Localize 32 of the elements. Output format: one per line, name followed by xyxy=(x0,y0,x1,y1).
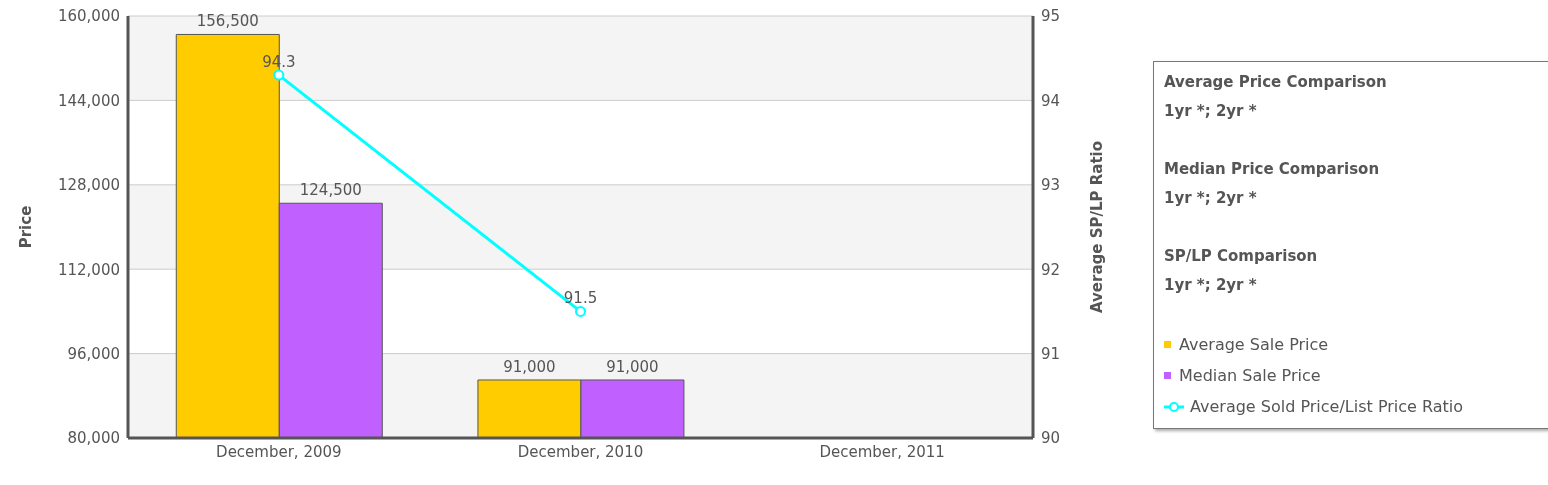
legend-label: Average Sale Price xyxy=(1179,334,1329,356)
legend-label: Average Sold Price/List Price Ratio xyxy=(1190,396,1464,418)
y-tick-label: 112,000 xyxy=(57,260,120,279)
data-label: 91,000 xyxy=(606,357,659,376)
data-label: 91,000 xyxy=(503,357,556,376)
y-axis-title: Price xyxy=(17,205,36,249)
data-label: 124,500 xyxy=(299,181,362,200)
legend-label: Median Sale Price xyxy=(1179,365,1321,387)
y2-tick-label: 92 xyxy=(1041,260,1061,279)
y-tick-label: 96,000 xyxy=(67,344,120,363)
y2-tick-label: 91 xyxy=(1041,344,1061,363)
text: Average Price Comparison xyxy=(1164,72,1388,93)
x-tick-label: December, 2010 xyxy=(517,442,644,461)
data-label: 156,500 xyxy=(196,12,259,31)
y-tick-label: 80,000 xyxy=(67,429,120,448)
data-label: 94.3 xyxy=(262,53,296,72)
y2-tick-label: 94 xyxy=(1041,91,1061,110)
y2-tick-label: 90 xyxy=(1041,429,1061,448)
text: SP/LP Comparison xyxy=(1164,246,1319,267)
y2-axis-title: Average SP/LP Ratio xyxy=(1088,140,1107,314)
x-tick-label: December, 2009 xyxy=(216,442,342,461)
text: 1yr *; 2yr * xyxy=(1164,188,1258,209)
y2-tick-label: 95 xyxy=(1041,7,1061,26)
text: Median Price Comparison xyxy=(1164,159,1381,180)
y2-tick-label: 93 xyxy=(1041,176,1061,195)
x-tick-label: December, 2011 xyxy=(819,442,945,461)
text: 1yr *; 2yr * xyxy=(1164,101,1258,122)
y-tick-label: 160,000 xyxy=(57,7,120,26)
y-tick-label: 128,000 xyxy=(57,176,120,195)
data-label: 91.5 xyxy=(563,289,598,308)
text: 1yr *; 2yr * xyxy=(1164,275,1258,296)
y-tick-label: 144,000 xyxy=(57,91,120,110)
